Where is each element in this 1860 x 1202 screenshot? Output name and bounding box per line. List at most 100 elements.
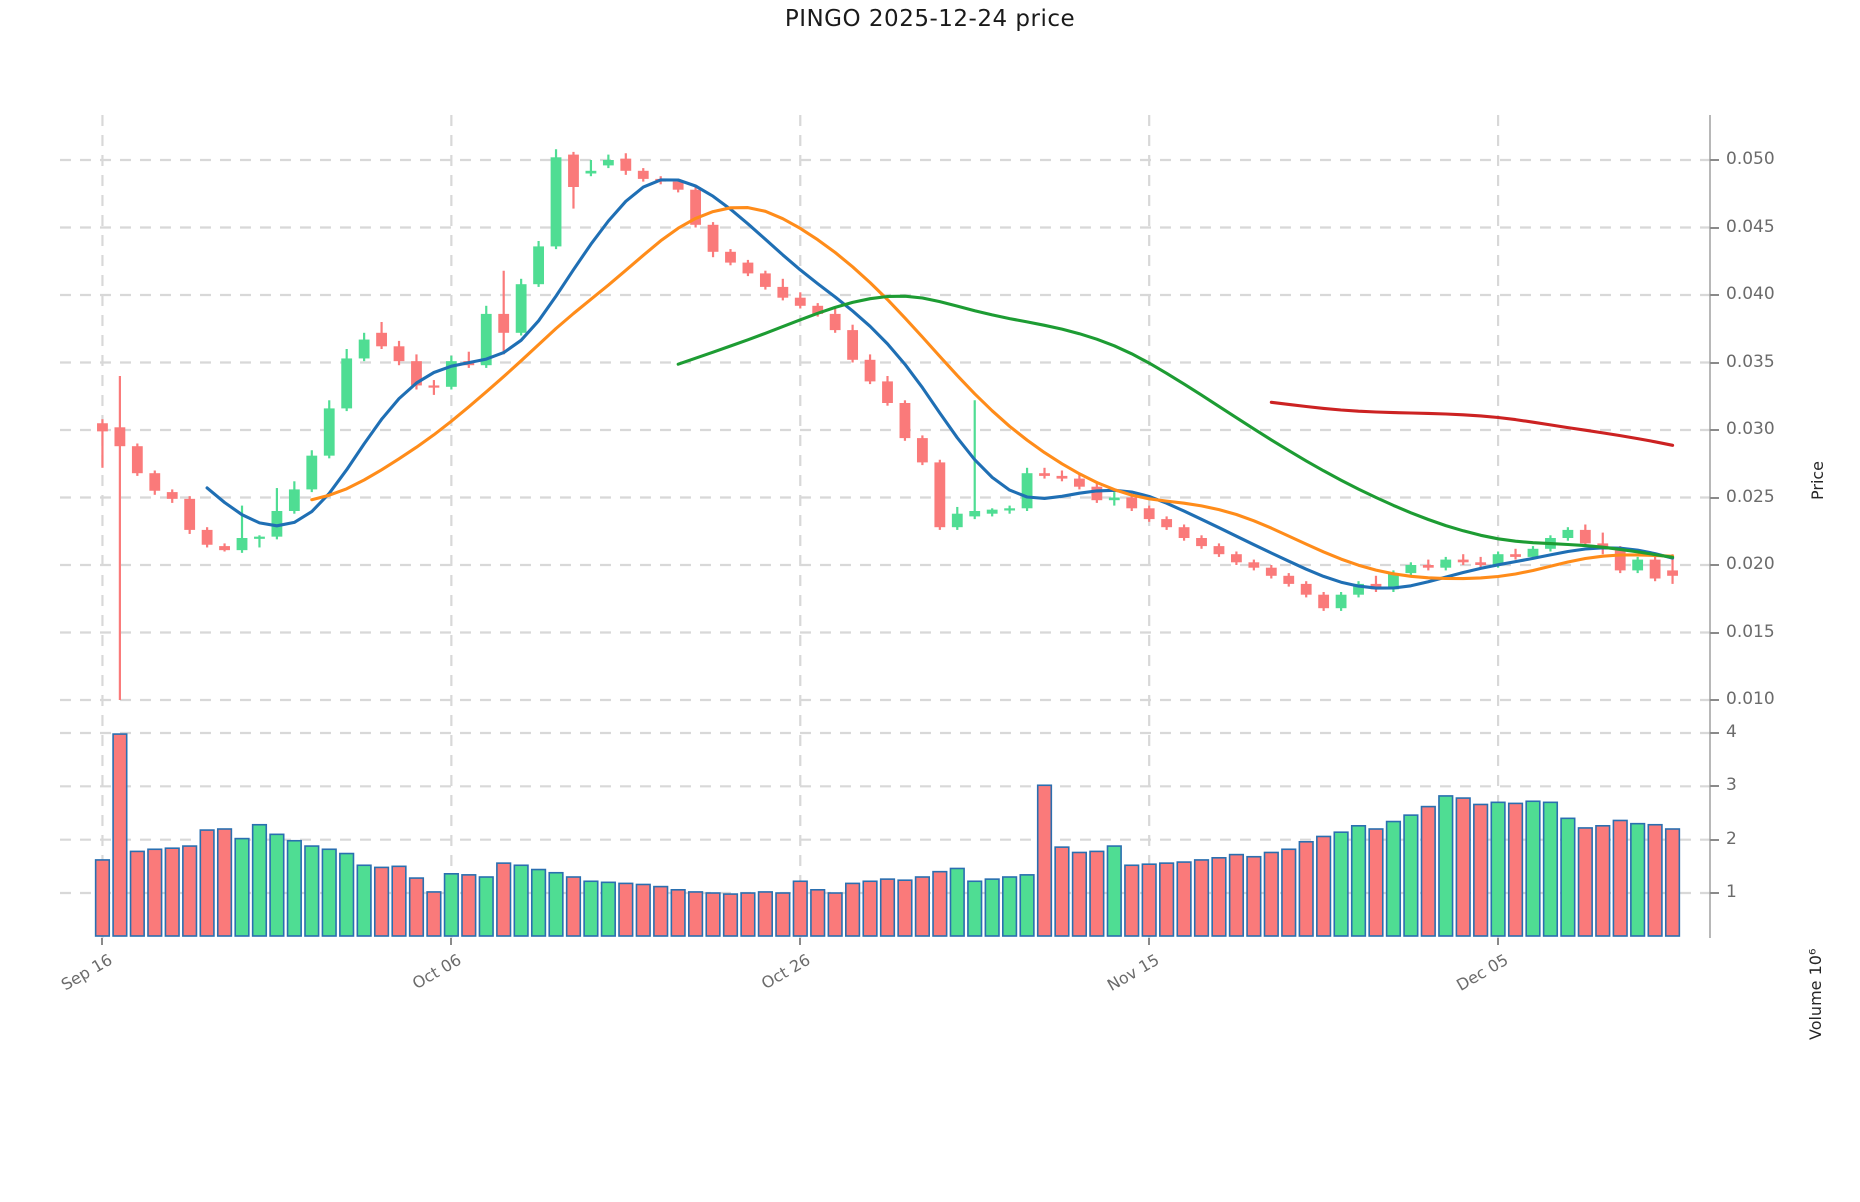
- candle-body: [1108, 497, 1120, 501]
- volume-bar: [426, 891, 442, 937]
- candle-body: [1405, 565, 1417, 574]
- volume-bar: [1298, 840, 1314, 937]
- volume-bar: [984, 878, 1000, 937]
- candle-body: [602, 160, 614, 166]
- volume-bar: [914, 876, 930, 937]
- price-tick-label: 0.030: [1726, 419, 1775, 439]
- volume-bar: [1141, 863, 1157, 937]
- candle-body: [1161, 519, 1173, 528]
- candle-body: [1073, 478, 1085, 487]
- tick-mark: [1710, 838, 1719, 841]
- volume-bar: [1560, 817, 1576, 937]
- volume-bar: [810, 888, 826, 937]
- candle-body: [1632, 559, 1644, 571]
- volume-bar: [304, 845, 320, 937]
- tick-mark: [799, 938, 801, 945]
- volume-bar: [1525, 800, 1541, 937]
- volume-bar: [1612, 819, 1628, 937]
- candle-body: [1178, 527, 1190, 538]
- volume-bar: [112, 733, 128, 937]
- volume-bar: [792, 880, 808, 937]
- volume-bar: [1333, 831, 1349, 937]
- volume-bar: [1002, 876, 1018, 937]
- candle-body: [725, 251, 736, 263]
- candle-body: [271, 511, 283, 537]
- volume-bar: [653, 885, 669, 937]
- price-tick-label: 0.050: [1726, 149, 1775, 169]
- candle-body: [777, 286, 789, 298]
- price-tick-label: 0.040: [1726, 284, 1775, 304]
- volume-bar: [1630, 822, 1646, 937]
- volume-tick-label: 2: [1726, 828, 1737, 849]
- candle-body: [1196, 538, 1207, 547]
- volume-bar: [443, 872, 459, 937]
- candle-body: [847, 330, 859, 360]
- candle-body: [1475, 562, 1487, 565]
- volume-bar: [932, 870, 948, 937]
- candle-body: [1039, 473, 1050, 476]
- candle-body: [219, 546, 230, 551]
- candle-body: [690, 189, 702, 225]
- candle-body: [445, 361, 457, 387]
- candle-body: [1510, 554, 1521, 557]
- volume-bar: [670, 888, 686, 937]
- volume-bar: [251, 823, 268, 937]
- moving-average-line: [676, 294, 1675, 559]
- candle-body: [1231, 554, 1242, 563]
- candle-body: [951, 513, 963, 528]
- volume-bar: [147, 848, 163, 937]
- price-tick-label: 0.010: [1726, 689, 1775, 709]
- price-tick-label: 0.015: [1726, 621, 1775, 642]
- candle-body: [1318, 594, 1330, 609]
- volume-bar: [1403, 814, 1419, 937]
- volume-bar: [1124, 864, 1140, 937]
- volume-bar: [740, 892, 756, 937]
- volume-bar: [391, 865, 407, 937]
- candle-body: [1091, 486, 1103, 501]
- volume-tick-label: 1: [1726, 882, 1737, 902]
- volume-bar: [286, 839, 302, 937]
- volume-bar: [1246, 855, 1262, 937]
- volume-bar: [530, 868, 547, 937]
- candle-body: [882, 381, 893, 403]
- volume-bar: [600, 881, 616, 937]
- volume-bar: [897, 879, 913, 937]
- candle-body: [759, 273, 771, 287]
- volume-bar: [1542, 801, 1559, 937]
- volume-bar: [94, 859, 111, 937]
- volume-bar: [618, 882, 634, 937]
- candle-body: [184, 498, 196, 530]
- volume-bar: [1368, 828, 1384, 937]
- volume-bar: [879, 878, 896, 937]
- volume-bar: [845, 882, 861, 937]
- price-tick-label: 0.025: [1726, 486, 1775, 507]
- candle-body: [794, 297, 806, 306]
- tick-mark: [1710, 631, 1719, 634]
- candle-body: [1126, 497, 1138, 509]
- volume-bar: [1176, 861, 1192, 937]
- volume-bar: [967, 880, 983, 937]
- price-tick-label: 0.035: [1726, 351, 1775, 372]
- page-title: PINGO 2025-12-24 price: [784, 6, 1076, 32]
- candle-body: [1440, 559, 1452, 568]
- volume-bar: [1664, 828, 1681, 937]
- volume-bar: [1385, 820, 1402, 937]
- candle-body: [742, 262, 754, 274]
- candle-body: [1562, 529, 1574, 538]
- volume-bar: [1263, 851, 1279, 937]
- volume-bar: [1577, 827, 1593, 937]
- candle-body: [1527, 548, 1539, 557]
- candle-body: [306, 455, 318, 490]
- volume-bar: [1089, 850, 1105, 937]
- tick-mark: [1148, 938, 1150, 945]
- volume-bar: [949, 867, 965, 937]
- candle-body: [1422, 565, 1434, 568]
- volume-bar: [1019, 874, 1035, 937]
- candle-body: [1649, 559, 1661, 579]
- candle-body: [131, 446, 143, 474]
- candle-body: [498, 313, 510, 333]
- volume-bar: [775, 892, 791, 937]
- volume-bar: [1647, 823, 1663, 937]
